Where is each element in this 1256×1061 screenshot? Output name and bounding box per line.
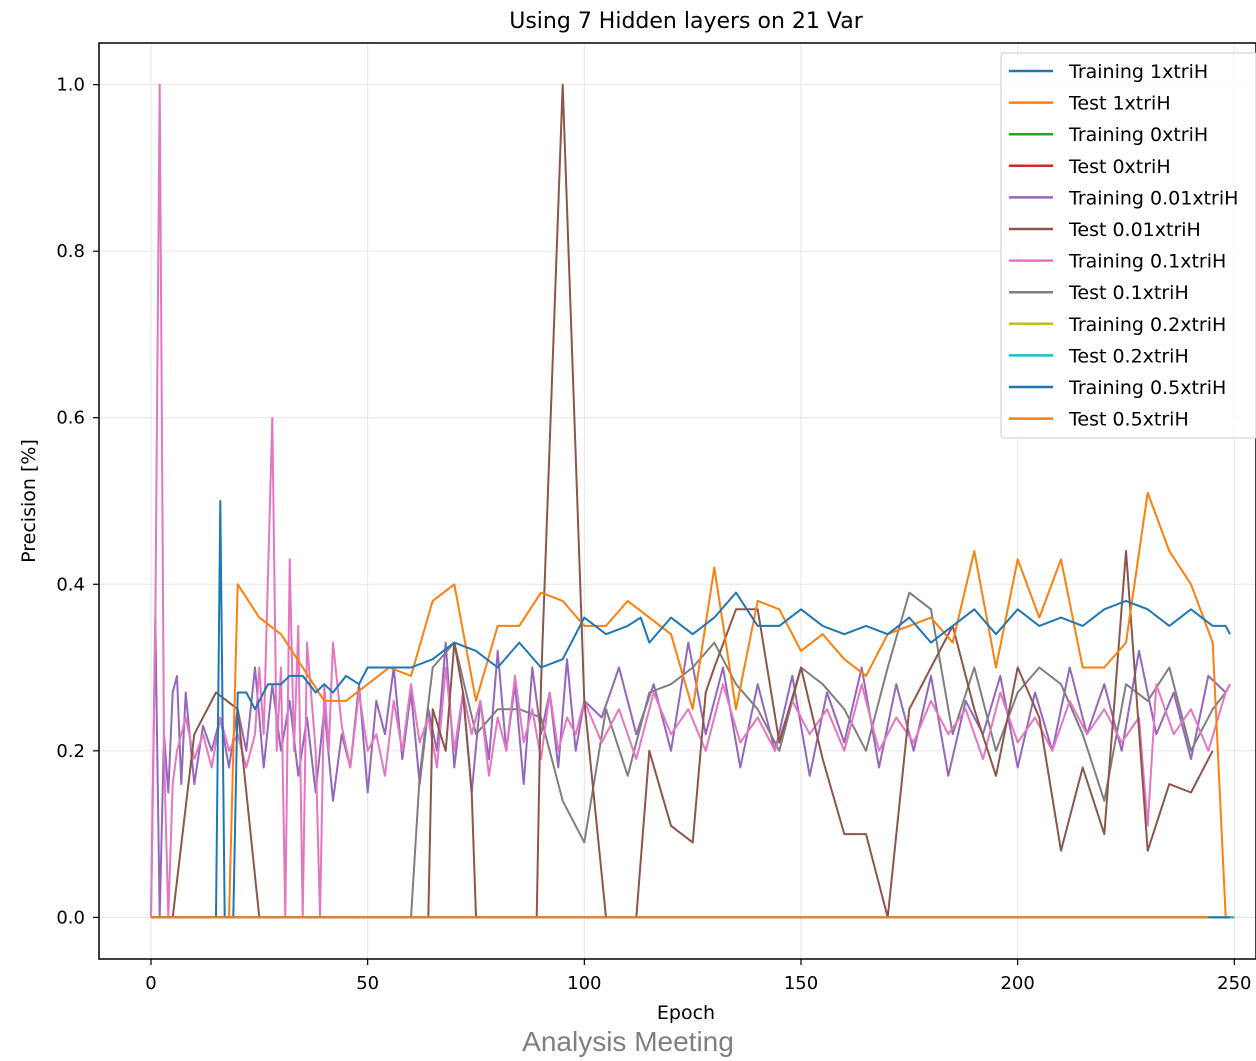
- legend-label-11: Test 0.5xtriH: [1068, 409, 1189, 431]
- legend-label-5: Test 0.01xtriH: [1068, 219, 1201, 241]
- legend-label-7: Test 0.1xtriH: [1068, 282, 1189, 304]
- x-tick-label-5: 250: [1217, 973, 1251, 994]
- series-line-6: [150, 83, 1231, 919]
- legend-label-9: Test 0.2xtriH: [1068, 345, 1189, 367]
- legend-box: [1000, 52, 1256, 439]
- series-line-1: [151, 491, 1227, 919]
- legend-label-1: Test 1xtriH: [1068, 93, 1171, 115]
- x-ticks: 0 50 100 150 200 250: [145, 959, 1252, 994]
- series-line-0: [151, 500, 1231, 919]
- y-ticks: 0.0 0.2 0.4 0.6 0.8 1.0: [56, 75, 99, 928]
- footer-text: Analysis Meeting: [522, 1026, 734, 1057]
- y-tick-label-5: 1.0: [56, 75, 85, 96]
- y-tick-label-3: 0.6: [56, 408, 85, 429]
- legend-label-6: Training 0.1xtriH: [1068, 251, 1226, 273]
- legend-label-4: Training 0.01xtriH: [1068, 187, 1238, 209]
- legend-label-0: Training 1xtriH: [1068, 61, 1208, 83]
- series-line-4: [150, 616, 1231, 919]
- chart-title: Using 7 Hidden layers on 21 Var: [509, 9, 863, 34]
- x-axis-label: Epoch: [657, 1002, 715, 1024]
- plot-frame: [98, 42, 1256, 960]
- legend: Training 1xtriH Test 1xtriH Training 0xtri…: [1000, 52, 1256, 439]
- x-tick-label-1: 50: [356, 973, 379, 994]
- legend-label-2: Training 0xtriH: [1068, 124, 1208, 146]
- y-axis-label: Precision [%]: [18, 439, 40, 563]
- y-tick-label-2: 0.4: [56, 574, 85, 595]
- legend-label-8: Training 0.2xtriH: [1068, 314, 1226, 336]
- series-layer: [150, 83, 1235, 919]
- x-tick-label-4: 200: [1000, 973, 1034, 994]
- y-tick-label-0: 0.0: [56, 907, 85, 928]
- legend-label-3: Test 0xtriH: [1068, 156, 1171, 178]
- legend-label-10: Training 0.5xtriH: [1068, 377, 1226, 399]
- x-tick-label-2: 100: [567, 973, 601, 994]
- x-tick-label-0: 0: [145, 973, 156, 994]
- y-tick-label-4: 0.8: [56, 241, 85, 262]
- x-tick-label-3: 150: [784, 973, 818, 994]
- y-tick-label-1: 0.2: [56, 741, 85, 762]
